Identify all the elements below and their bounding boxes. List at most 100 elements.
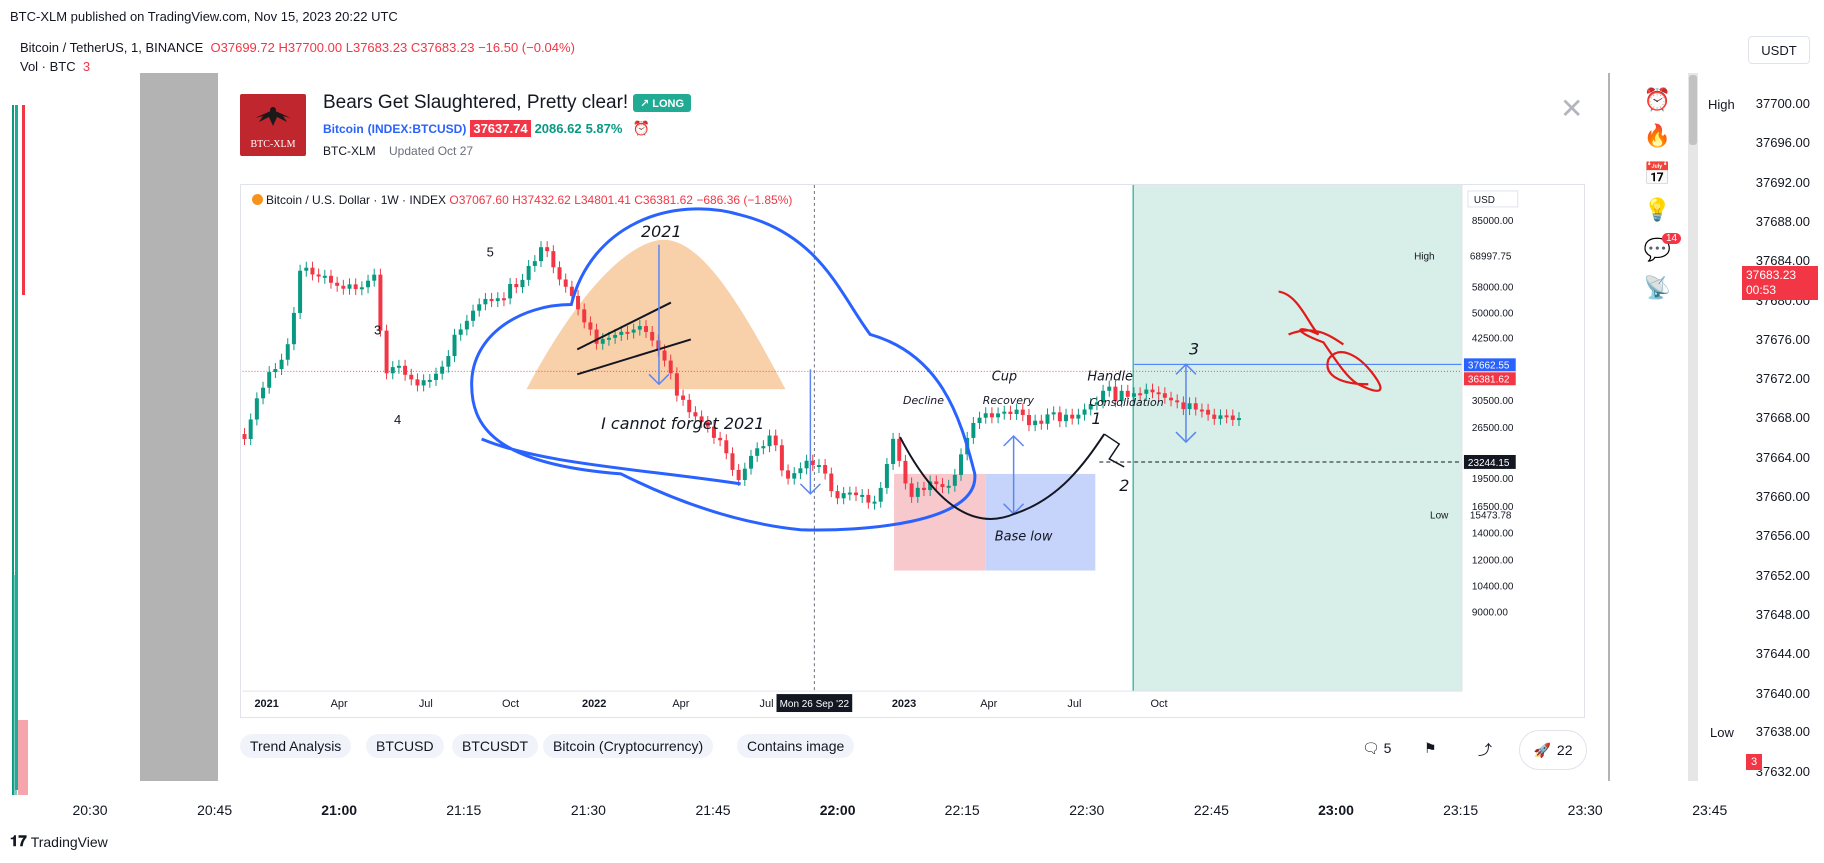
time-axis-label: 20:45 — [197, 802, 232, 818]
add-alert-icon[interactable]: ⏰ — [632, 120, 649, 137]
price-scale-label: 37700.00 — [1756, 96, 1810, 111]
help-icon[interactable]: ? — [1630, 743, 1685, 773]
inner-time-label: 2023 — [892, 698, 916, 710]
expand-panel-icon[interactable]: » — [1630, 310, 1685, 340]
inner-scale-label: 9000.00 — [1472, 607, 1508, 618]
time-axis-label: 21:45 — [695, 802, 730, 818]
idea-price: 37637.74 — [470, 120, 530, 137]
price-scale-label: 37652.00 — [1756, 568, 1810, 583]
boost-button[interactable]: 🚀 22 — [1519, 730, 1587, 770]
inner-time-label: Jul — [1067, 698, 1081, 710]
ohlc-change: −16.50 (−0.04%) — [478, 40, 575, 55]
tag-btcusd[interactable]: BTCUSD — [366, 734, 444, 758]
flag-icon[interactable]: ⚑ — [1424, 740, 1437, 757]
inner-scale-label: 10400.00 — [1472, 581, 1514, 592]
author-name[interactable]: BTC-XLM — [323, 144, 376, 158]
chat-icon[interactable]: 💬 14 — [1630, 235, 1685, 265]
annotation-recovery: Recovery — [983, 394, 1035, 407]
price-tag-black-text: 23244.15 — [1468, 458, 1510, 469]
modal-scrollbar[interactable] — [1688, 73, 1698, 781]
calendar-icon[interactable]: 📅 — [1630, 159, 1685, 189]
annotation-2021: 2021 — [641, 222, 682, 241]
inner-scale-label: 19500.00 — [1472, 474, 1514, 485]
price-scale-label: 37672.00 — [1756, 371, 1810, 386]
annotation-3: 3 — [1189, 339, 1199, 358]
inner-scale-label: 30500.00 — [1472, 396, 1514, 407]
tag-trend-analysis[interactable]: Trend Analysis — [240, 734, 351, 758]
idea-symbol-ticker[interactable]: (INDEX:BTCUSD) — [368, 122, 467, 136]
price-scale-label: 37660.00 — [1756, 489, 1810, 504]
current-price-tag: 37683.23 00:53 — [1742, 266, 1818, 300]
inner-time-label: Apr — [980, 698, 997, 710]
ohlc-low: L37683.23 — [346, 40, 407, 55]
inner-legend-change: −686.36 (−1.85%) — [696, 193, 792, 207]
time-axis-label: 23:45 — [1692, 802, 1727, 818]
price-scale-label: 37664.00 — [1756, 450, 1810, 465]
tag-btcusdt[interactable]: BTCUSDT — [452, 734, 538, 758]
comments-button[interactable]: 🗨 5 — [1362, 740, 1391, 757]
annotation-cup: Cup — [992, 369, 1017, 384]
idea-symbol-name[interactable]: Bitcoin — [323, 122, 364, 136]
inner-legend-low: L34801.41 — [574, 193, 631, 207]
inner-scale-label: 85000.00 — [1472, 216, 1514, 227]
price-scale[interactable]: 37700.00 37696.00 37692.00 37688.00 37684.00… — [1718, 60, 1824, 795]
price-scale-label: 37688.00 — [1756, 214, 1810, 229]
close-icon[interactable]: ✕ — [1560, 92, 1583, 125]
bg-volume-bar — [18, 720, 28, 795]
price-tag-blue-text: 37662.55 — [1468, 360, 1510, 371]
time-axis-label: 21:15 — [446, 802, 481, 818]
volume-badge: 3 — [1746, 754, 1762, 770]
author-avatar[interactable]: BTC-XLM — [240, 94, 306, 156]
price-scale-label: 37668.00 — [1756, 410, 1810, 425]
idea-lightbulb-icon[interactable]: 💡 — [1630, 195, 1685, 225]
time-axis-label: 21:00 — [321, 802, 357, 818]
share-icon[interactable]: ⤴ — [1478, 740, 1492, 760]
annotation-consolidation: Consolidation — [1089, 396, 1163, 409]
annotation-1: 1 — [1091, 409, 1101, 428]
idea-chart[interactable]: 2021 I cannot forget 2021 5 3 4 Decline … — [240, 184, 1585, 718]
time-axis-label: 22:30 — [1069, 802, 1104, 818]
footer-brand[interactable]: 𝟏𝟕 TradingView — [10, 833, 108, 850]
idea-symbol-row: Bitcoin (INDEX:BTCUSD) 37637.74 2086.62 … — [323, 120, 650, 137]
alarm-clock-icon[interactable]: ⏰ — [1630, 85, 1685, 115]
avatar-text: BTC-XLM — [251, 139, 296, 150]
bitcoin-icon — [252, 194, 263, 205]
price-scale-label: 37648.00 — [1756, 607, 1810, 622]
symbol-legend: Bitcoin / TetherUS, 1, BINANCE O37699.72… — [20, 40, 575, 55]
hot-list-icon[interactable]: 🔥 — [1630, 121, 1685, 151]
time-axis[interactable]: 20:30 20:45 21:00 21:15 21:30 21:45 22:00 22:15… — [10, 795, 1715, 825]
inner-time-label: 2021 — [254, 698, 278, 710]
annotation-base-low: Base low — [995, 530, 1053, 545]
inner-high-value: 68997.75 — [1470, 252, 1512, 263]
time-axis-label: 22:45 — [1194, 802, 1229, 818]
annotation-handle: Handle — [1087, 369, 1133, 384]
tag-contains-image[interactable]: Contains image — [737, 734, 854, 758]
inner-time-label: Jul — [419, 698, 433, 710]
inner-legend-open: O37067.60 — [449, 193, 508, 207]
tradingview-logo-icon: 𝟏𝟕 — [10, 833, 27, 850]
boosts-count: 22 — [1557, 742, 1573, 758]
inner-time-label: Apr — [672, 698, 689, 710]
price-scale-label: 37656.00 — [1756, 528, 1810, 543]
streams-icon[interactable]: 📡 — [1630, 273, 1685, 303]
inner-scale-label: 26500.00 — [1472, 423, 1514, 434]
scrollbar-thumb[interactable] — [1689, 75, 1697, 145]
inner-time-label: 2022 — [582, 698, 606, 710]
symbol-name[interactable]: Bitcoin / TetherUS, 1, BINANCE — [20, 40, 203, 55]
inner-legend-high: H37432.62 — [512, 193, 571, 207]
chat-badge: 14 — [1662, 233, 1681, 244]
annotation-decline: Decline — [903, 394, 944, 407]
bg-candle — [22, 105, 25, 295]
inner-legend: Bitcoin / U.S. Dollar · 1W · INDEX O3706… — [252, 193, 792, 207]
time-axis-label: 20:30 — [72, 802, 107, 818]
ohlc-close: C37683.23 — [411, 40, 475, 55]
bg-volume-bar — [13, 575, 17, 795]
eagle-logo-icon — [253, 104, 293, 128]
outer-high-label: High — [1704, 96, 1739, 113]
idea-change: 2086.62 — [535, 121, 582, 136]
idea-title: Bears Get Slaughtered, Pretty clear! — [323, 92, 628, 114]
time-axis-label: 21:30 — [571, 802, 606, 818]
inner-legend-close: C36381.62 — [634, 193, 693, 207]
tag-bitcoin[interactable]: Bitcoin (Cryptocurrency) — [543, 734, 713, 758]
outer-low-label: Low — [1706, 724, 1738, 741]
